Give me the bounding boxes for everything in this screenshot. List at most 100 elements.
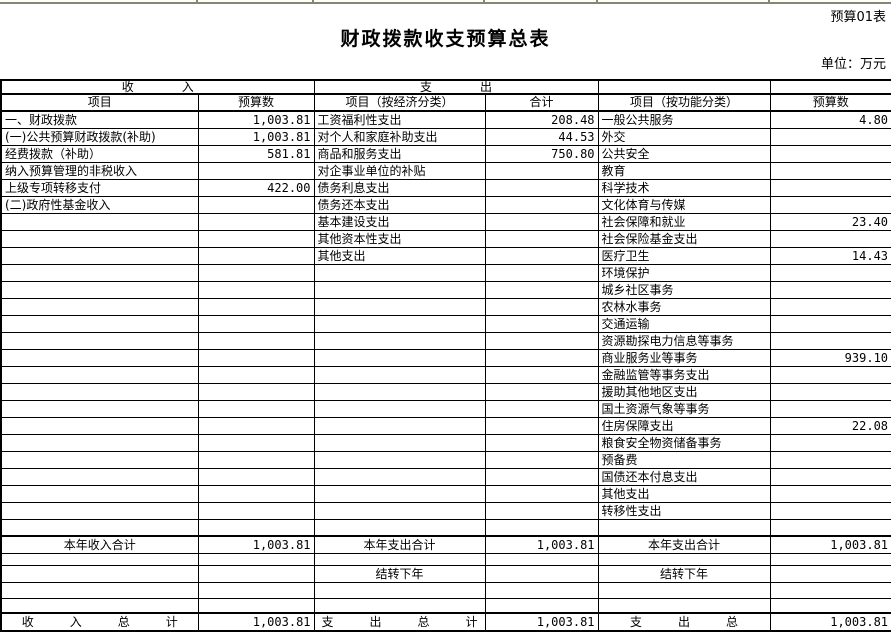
income-item-label[interactable]: 经费拨款（补助） — [0, 145, 199, 163]
economic-grand-total-label[interactable]: 支 出 总 计 — [313, 612, 486, 632]
economic-item-label[interactable] — [313, 349, 486, 367]
income-item-label[interactable]: 纳入预算管理的非税收入 — [0, 162, 199, 180]
functional-item-label[interactable]: 环境保护 — [597, 264, 771, 282]
functional-grand-total-label[interactable]: 支 出 总 — [597, 612, 771, 632]
functional-item-value[interactable] — [769, 315, 891, 333]
economic-item-label[interactable] — [313, 298, 486, 316]
col-header-economic-total[interactable]: 合计 — [484, 93, 599, 112]
income-item-value[interactable] — [197, 468, 315, 486]
economic-item-value[interactable]: 750.80 — [484, 145, 599, 163]
economic-item-value[interactable] — [484, 434, 599, 452]
income-item-value[interactable] — [197, 451, 315, 469]
functional-item-label[interactable]: 金融监管等事务支出 — [597, 366, 771, 384]
economic-item-label[interactable] — [313, 434, 486, 452]
functional-item-value[interactable] — [769, 264, 891, 282]
functional-item-label[interactable]: 粮食安全物资储备事务 — [597, 434, 771, 452]
functional-item-value[interactable] — [769, 162, 891, 180]
economic-item-value[interactable] — [484, 315, 599, 333]
economic-item-label[interactable]: 其他支出 — [313, 247, 486, 265]
functional-item-value[interactable]: 4.80 — [769, 110, 891, 129]
functional-item-label[interactable]: 公共安全 — [597, 145, 771, 163]
income-item-label[interactable] — [0, 485, 199, 503]
income-item-value[interactable] — [197, 349, 315, 367]
economic-item-label[interactable] — [313, 281, 486, 299]
functional-item-value[interactable] — [769, 400, 891, 418]
economic-item-value[interactable] — [484, 502, 599, 520]
economic-item-label[interactable] — [313, 502, 486, 520]
functional-item-label[interactable]: 转移性支出 — [597, 502, 771, 520]
empty-cell[interactable] — [769, 582, 891, 599]
col-header-economic-item[interactable]: 项目（按经济分类） — [313, 93, 486, 112]
functional-item-label[interactable]: 外交 — [597, 128, 771, 146]
functional-item-label[interactable]: 资源勘探电力信息等事务 — [597, 332, 771, 350]
income-item-label[interactable] — [0, 468, 199, 486]
income-item-value[interactable] — [197, 400, 315, 418]
income-item-value[interactable] — [197, 247, 315, 265]
functional-item-label[interactable]: 社会保险基金支出 — [597, 230, 771, 248]
economic-item-value[interactable] — [484, 451, 599, 469]
empty-cell[interactable] — [484, 582, 599, 599]
functional-item-label[interactable]: 文化体育与传媒 — [597, 196, 771, 214]
functional-item-value[interactable] — [769, 298, 891, 316]
income-item-value[interactable] — [197, 196, 315, 214]
income-item-label[interactable] — [0, 366, 199, 384]
income-item-value[interactable] — [197, 298, 315, 316]
income-item-label[interactable] — [0, 298, 199, 316]
empty-cell[interactable] — [197, 582, 315, 599]
economic-item-label[interactable]: 对个人和家庭补助支出 — [313, 128, 486, 146]
economic-item-label[interactable]: 工资福利性支出 — [313, 110, 486, 129]
functional-item-value[interactable] — [769, 383, 891, 401]
economic-item-value[interactable] — [484, 332, 599, 350]
income-item-value[interactable]: 1,003.81 — [197, 128, 315, 146]
income-item-value[interactable] — [197, 213, 315, 231]
income-item-value[interactable] — [197, 502, 315, 520]
empty-cell[interactable] — [597, 582, 771, 599]
economic-grand-total-value[interactable]: 1,003.81 — [484, 612, 599, 632]
economic-item-label[interactable] — [313, 400, 486, 418]
income-item-label[interactable]: 一、财政拨款 — [0, 110, 199, 129]
functional-item-value[interactable] — [769, 128, 891, 146]
functional-item-label[interactable]: 预备费 — [597, 451, 771, 469]
header-empty-cell[interactable] — [597, 79, 771, 95]
header-expenditure-section[interactable]: 支 出 — [313, 79, 599, 95]
functional-item-value[interactable] — [769, 196, 891, 214]
income-item-label[interactable] — [0, 349, 199, 367]
economic-item-label[interactable]: 债务还本支出 — [313, 196, 486, 214]
income-item-label[interactable] — [0, 451, 199, 469]
economic-item-label[interactable]: 债务利息支出 — [313, 179, 486, 197]
income-item-label[interactable] — [0, 264, 199, 282]
income-item-value[interactable]: 1,003.81 — [197, 110, 315, 129]
functional-subtotal-value[interactable]: 1,003.81 — [769, 535, 891, 554]
functional-item-value[interactable] — [769, 468, 891, 486]
income-item-value[interactable]: 581.81 — [197, 145, 315, 163]
functional-item-value[interactable] — [769, 281, 891, 299]
economic-item-value[interactable] — [484, 468, 599, 486]
economic-item-value[interactable] — [484, 247, 599, 265]
income-item-label[interactable] — [0, 502, 199, 520]
income-item-value[interactable] — [197, 485, 315, 503]
header-income-section[interactable]: 收 入 — [0, 79, 315, 95]
economic-item-value[interactable] — [484, 213, 599, 231]
functional-grand-total-value[interactable]: 1,003.81 — [769, 612, 891, 632]
income-grand-total-label[interactable]: 收 入 总 计 — [0, 612, 199, 632]
empty-cell[interactable] — [197, 598, 315, 614]
economic-subtotal-label[interactable]: 本年支出合计 — [313, 535, 486, 554]
income-item-label[interactable] — [0, 332, 199, 350]
income-item-label[interactable]: (一)公共预算财政拨款(补助) — [0, 128, 199, 146]
economic-item-label[interactable] — [313, 417, 486, 435]
functional-item-label[interactable]: 农林水事务 — [597, 298, 771, 316]
income-item-value[interactable] — [197, 366, 315, 384]
functional-item-label[interactable]: 教育 — [597, 162, 771, 180]
col-header-functional-item[interactable]: 项目（按功能分类） — [597, 93, 771, 112]
economic-item-label[interactable] — [313, 315, 486, 333]
economic-carryover-label[interactable]: 结转下年 — [313, 565, 486, 583]
functional-item-value[interactable]: 939.10 — [769, 349, 891, 367]
empty-cell[interactable] — [0, 553, 199, 566]
empty-cell[interactable] — [769, 565, 891, 583]
economic-subtotal-value[interactable]: 1,003.81 — [484, 535, 599, 554]
income-item-label[interactable] — [0, 315, 199, 333]
functional-item-label[interactable]: 科学技术 — [597, 179, 771, 197]
empty-cell[interactable] — [597, 553, 771, 566]
economic-item-label[interactable] — [313, 451, 486, 469]
income-item-value[interactable] — [197, 383, 315, 401]
